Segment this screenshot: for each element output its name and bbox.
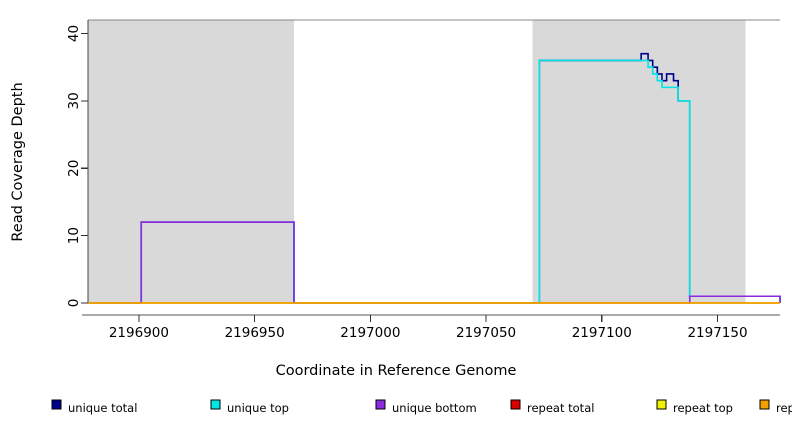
legend-label-unique-bottom[interactable]: unique bottom (392, 401, 477, 415)
y-tick-label: 0 (66, 299, 82, 308)
x-tick-label: 2196950 (225, 325, 285, 341)
y-tick-label: 40 (66, 25, 82, 42)
x-tick-label: 2197050 (456, 325, 516, 341)
shaded-band-repeat-region-left (88, 20, 294, 303)
legend-swatch-unique-top[interactable] (210, 399, 221, 410)
legend-label-unique-total[interactable]: unique total (68, 401, 137, 415)
legend-swatch-repeat-total[interactable] (510, 399, 521, 410)
legend-swatch-unique-bottom[interactable] (375, 399, 386, 410)
legend-swatch-repeat-bottom[interactable] (759, 399, 770, 410)
legend-swatch-unique-total[interactable] (51, 399, 62, 410)
x-tick-label: 2196900 (109, 325, 169, 341)
axes-group (82, 19, 780, 316)
y-tick-label: 10 (66, 227, 82, 244)
x-tick-label: 2197150 (687, 325, 747, 341)
x-tick-labels-group: 2196900 2196950 2197000 2197050 2197100 21971… (109, 315, 748, 341)
x-axis-title: Coordinate in Reference Genome (276, 363, 517, 379)
legend-label-unique-top[interactable]: unique top (227, 401, 289, 415)
legend: unique total unique top unique bottom repea… (51, 399, 792, 415)
y-axis-title: Read Coverage Depth (10, 82, 26, 241)
x-tick-label: 2197100 (572, 325, 632, 341)
legend-swatch-repeat-top[interactable] (656, 399, 667, 410)
series-group (88, 52, 781, 304)
legend-label-repeat-bottom[interactable]: repeat bottom (776, 401, 792, 415)
legend-label-repeat-total[interactable]: repeat total (527, 401, 594, 415)
legend-label-repeat-top[interactable]: repeat top (673, 401, 733, 415)
y-tick-label: 20 (66, 160, 82, 177)
x-tick-label: 2197000 (340, 325, 400, 341)
shaded-band-repeat-region-right (532, 20, 746, 303)
shaded-bands-group (88, 20, 746, 303)
y-tick-label: 30 (66, 92, 82, 109)
y-tick-labels-group: 0 10 20 30 40 (66, 25, 88, 307)
